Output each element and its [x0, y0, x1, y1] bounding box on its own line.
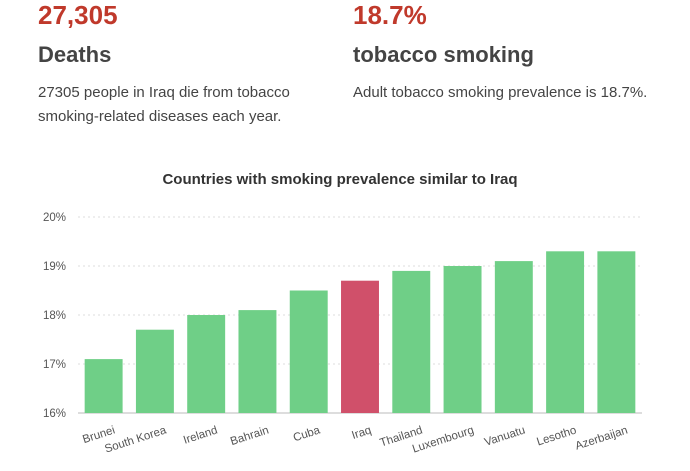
x-tick-label: Iraq: [350, 424, 373, 442]
bar-brunei[interactable]: [84, 359, 123, 413]
bars: [84, 251, 636, 414]
x-tick-label: Lesotho: [535, 424, 578, 448]
y-tick-label: 17%: [43, 359, 66, 371]
y-tick-label: 18%: [43, 310, 66, 322]
bar-bahrain[interactable]: [238, 310, 277, 413]
x-tick-label: Bahrain: [229, 424, 270, 448]
y-axis-ticks: 16% 17% 18% 19% 20%: [43, 212, 66, 420]
chart-title: Countries with smoking prevalence simila…: [162, 171, 517, 188]
y-tick-label: 16%: [43, 408, 66, 420]
deaths-value: 27,305: [38, 0, 118, 30]
smoking-description: Adult tobacco smoking prevalence is 18.7…: [353, 84, 648, 101]
bar-luxembourg[interactable]: [443, 266, 482, 413]
deaths-description: 27305 people in Iraq die from tobacco sm…: [38, 84, 290, 125]
bar-ireland[interactable]: [187, 315, 226, 413]
smoking-value: 18.7%: [353, 0, 427, 30]
smoking-label: tobacco smoking: [353, 42, 534, 67]
bar-south-korea[interactable]: [135, 329, 174, 413]
bar-lesotho[interactable]: [546, 251, 585, 413]
deaths-stat: 27,305 Deaths 27305 people in Iraq die f…: [38, 0, 328, 129]
y-tick-label: 19%: [43, 261, 66, 273]
bar-iraq[interactable]: [341, 280, 379, 413]
y-tick-label: 20%: [43, 212, 66, 224]
x-tick-label: Azerbaijan: [574, 424, 629, 452]
bar-vanuatu[interactable]: [494, 261, 533, 413]
x-tick-label: Vanuatu: [483, 424, 527, 448]
x-tick-label: Ireland: [182, 424, 219, 446]
bar-azerbaijan[interactable]: [597, 251, 636, 413]
smoking-stat: 18.7% tobacco smoking Adult tobacco smok…: [353, 0, 653, 105]
bar-cuba[interactable]: [289, 290, 328, 414]
x-tick-label: Cuba: [292, 424, 322, 444]
bar-thailand[interactable]: [392, 270, 431, 413]
deaths-label: Deaths: [38, 42, 112, 67]
